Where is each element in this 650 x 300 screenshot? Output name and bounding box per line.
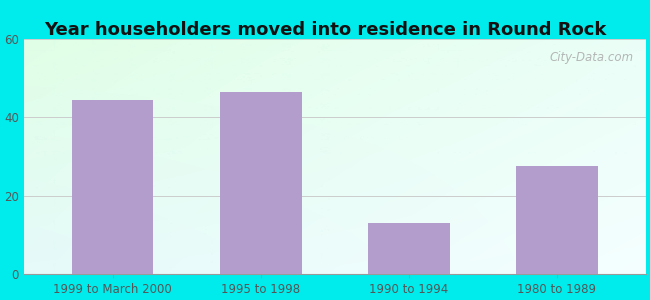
Bar [516,166,598,274]
Bar [368,223,450,274]
Bar [220,92,302,274]
Text: City-Data.com: City-Data.com [549,51,633,64]
Bar [72,100,153,274]
Text: Year householders moved into residence in Round Rock: Year householders moved into residence i… [44,21,606,39]
